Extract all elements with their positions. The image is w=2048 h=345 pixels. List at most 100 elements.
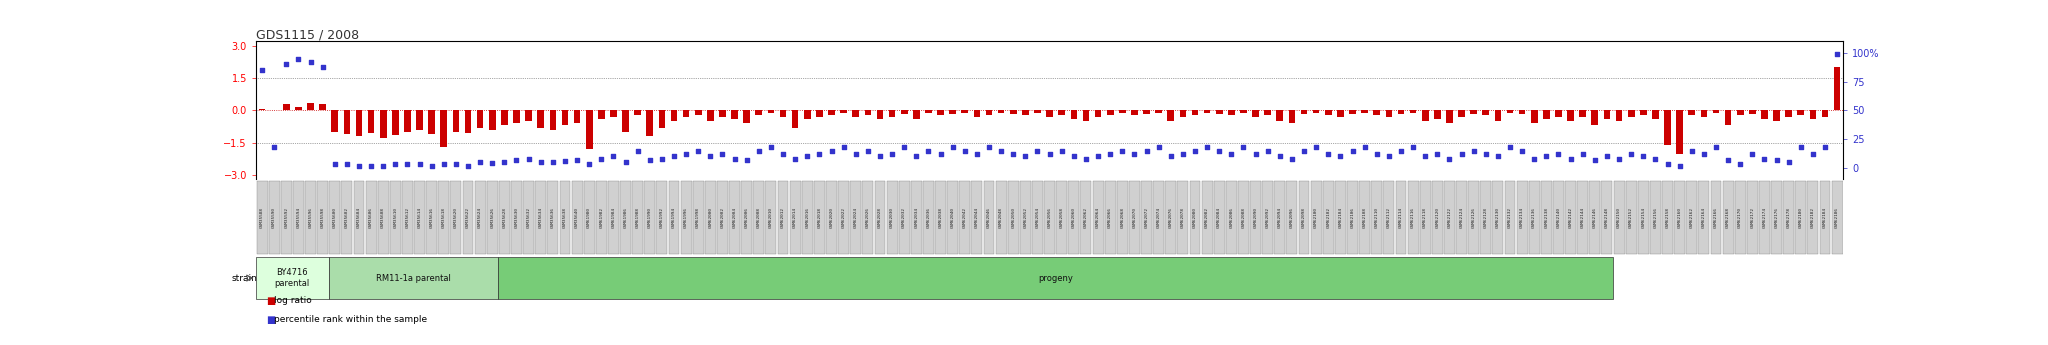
Text: GSM62122: GSM62122 [1448, 207, 1452, 228]
Point [270, 62, 303, 67]
FancyBboxPatch shape [1128, 181, 1141, 254]
Text: GSM61992: GSM61992 [659, 207, 664, 228]
FancyBboxPatch shape [1710, 181, 1722, 254]
Point [1505, 148, 1538, 154]
FancyBboxPatch shape [1540, 181, 1552, 254]
Bar [1096, 110, 1102, 117]
Point [1300, 145, 1333, 150]
FancyBboxPatch shape [1044, 181, 1055, 254]
Bar [1241, 110, 1247, 112]
Point [330, 162, 362, 167]
Text: GSM62184: GSM62184 [1823, 207, 1827, 228]
Text: GSM62064: GSM62064 [1096, 207, 1100, 228]
FancyBboxPatch shape [1602, 181, 1612, 254]
FancyBboxPatch shape [911, 181, 922, 254]
Bar [1374, 110, 1380, 115]
Text: GSM62028: GSM62028 [879, 207, 883, 228]
Text: strain: strain [231, 274, 258, 283]
Text: GSM35626: GSM35626 [489, 207, 494, 228]
Bar [1118, 110, 1126, 112]
Point [1409, 154, 1442, 159]
FancyBboxPatch shape [1057, 181, 1067, 254]
Text: GSM62080: GSM62080 [1194, 207, 1196, 228]
FancyBboxPatch shape [1722, 181, 1733, 254]
Bar [295, 107, 301, 110]
FancyBboxPatch shape [1589, 181, 1599, 254]
Text: GSM61986: GSM61986 [623, 207, 627, 228]
FancyBboxPatch shape [1274, 181, 1286, 254]
Point [1032, 151, 1065, 157]
Bar [623, 110, 629, 132]
FancyBboxPatch shape [377, 181, 389, 254]
Point [512, 156, 545, 161]
FancyBboxPatch shape [596, 181, 606, 254]
FancyBboxPatch shape [1686, 181, 1698, 254]
Point [1190, 145, 1223, 150]
Point [1554, 156, 1587, 161]
Point [852, 148, 885, 154]
FancyBboxPatch shape [389, 181, 401, 254]
Point [440, 162, 473, 167]
Text: GSM62102: GSM62102 [1327, 207, 1331, 228]
Bar [369, 110, 375, 133]
FancyBboxPatch shape [1237, 181, 1249, 254]
FancyBboxPatch shape [813, 181, 825, 254]
FancyBboxPatch shape [1008, 181, 1018, 254]
Text: GSM35618: GSM35618 [442, 207, 446, 228]
FancyBboxPatch shape [850, 181, 862, 254]
Point [1712, 157, 1745, 162]
Bar [1567, 110, 1575, 121]
Text: GSM35596: GSM35596 [309, 207, 313, 228]
Point [1663, 163, 1696, 168]
Bar [864, 110, 870, 115]
Text: GSM62092: GSM62092 [1266, 207, 1270, 228]
Point [1397, 145, 1430, 150]
FancyBboxPatch shape [1638, 181, 1649, 254]
Point [1106, 148, 1139, 154]
Point [682, 148, 715, 154]
Point [754, 145, 786, 150]
Point [246, 67, 279, 73]
Text: GSM62174: GSM62174 [1763, 207, 1767, 228]
Bar [1071, 110, 1077, 119]
Text: GSM62186: GSM62186 [1835, 207, 1839, 228]
Text: GSM35594: GSM35594 [297, 207, 301, 228]
Text: GSM35606: GSM35606 [369, 207, 373, 228]
Point [1251, 148, 1284, 154]
Point [766, 151, 799, 157]
Bar [1495, 110, 1501, 121]
Text: GDS1115 / 2008: GDS1115 / 2008 [256, 28, 358, 41]
FancyBboxPatch shape [1382, 181, 1395, 254]
Bar [1397, 110, 1405, 114]
Bar [332, 110, 338, 132]
Text: GSM62098: GSM62098 [1303, 207, 1307, 228]
FancyBboxPatch shape [838, 181, 850, 254]
Text: GSM62104: GSM62104 [1339, 207, 1341, 228]
FancyBboxPatch shape [256, 181, 268, 254]
Bar [938, 110, 944, 115]
Bar [1542, 110, 1550, 119]
Bar [537, 110, 545, 128]
Text: GSM62156: GSM62156 [1653, 207, 1657, 228]
FancyBboxPatch shape [924, 181, 934, 254]
Point [487, 159, 520, 165]
Text: GSM62026: GSM62026 [866, 207, 870, 228]
Text: GSM62082: GSM62082 [1204, 207, 1208, 228]
Point [1057, 154, 1090, 159]
Text: GSM35636: GSM35636 [551, 207, 555, 228]
FancyBboxPatch shape [621, 181, 631, 254]
Text: GSM62136: GSM62136 [1532, 207, 1536, 228]
Text: GSM62030: GSM62030 [891, 207, 895, 228]
Point [1530, 154, 1563, 159]
Bar [1798, 110, 1804, 115]
Point [778, 156, 811, 161]
FancyBboxPatch shape [1249, 181, 1262, 254]
FancyBboxPatch shape [1190, 181, 1200, 254]
Text: GSM62132: GSM62132 [1507, 207, 1511, 228]
Text: GSM62128: GSM62128 [1485, 207, 1487, 228]
Point [1626, 154, 1659, 159]
Bar [477, 110, 483, 128]
Bar [852, 110, 858, 117]
Text: GSM62162: GSM62162 [1690, 207, 1694, 228]
Text: GSM62124: GSM62124 [1460, 207, 1464, 228]
